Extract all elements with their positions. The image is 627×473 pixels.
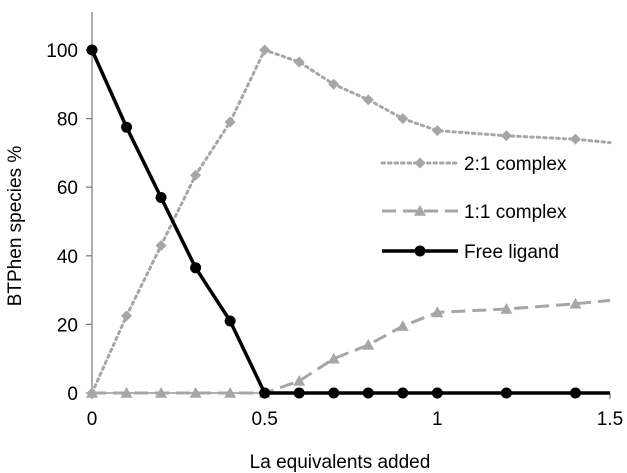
data-point	[121, 310, 133, 322]
data-point	[500, 302, 513, 314]
data-point	[397, 113, 409, 125]
series-2-1-complex	[86, 44, 612, 399]
data-point	[396, 320, 409, 331]
data-point	[500, 130, 512, 142]
data-point	[293, 387, 305, 399]
data-point	[189, 387, 202, 398]
data-point	[569, 133, 581, 145]
x-tick-label: 0.5	[251, 409, 277, 430]
y-tick-label: 40	[57, 247, 78, 268]
data-point	[259, 387, 271, 399]
data-point	[362, 338, 375, 350]
x-tick-label: 0	[87, 409, 98, 430]
legend-label: 1:1 complex	[464, 202, 567, 223]
data-point	[569, 297, 582, 309]
series-1-1-complex	[86, 297, 611, 398]
data-point	[431, 306, 444, 318]
y-tick-label: 80	[57, 110, 78, 131]
y-axis-title: BTPhen species %	[5, 146, 26, 307]
x-tick-label: 1	[432, 409, 443, 430]
series-layer	[86, 44, 612, 399]
data-point	[190, 262, 202, 274]
data-point	[327, 352, 340, 364]
data-point	[155, 387, 168, 398]
legend-label: Free ligand	[464, 242, 559, 263]
y-tick-label: 100	[46, 41, 78, 62]
axes: 0 20 40 60 80 100 0 0.5 1 1.5	[46, 12, 623, 430]
legend-swatch-marker	[414, 157, 426, 169]
legend-swatch-marker	[414, 245, 426, 257]
series-free-ligand	[86, 44, 610, 399]
data-point	[259, 44, 271, 56]
series-line	[90, 48, 612, 395]
data-point	[224, 116, 236, 128]
data-point	[500, 387, 512, 399]
y-tick-label: 60	[57, 178, 78, 199]
data-point	[155, 240, 167, 252]
legend-item: 1:1 complex	[382, 202, 567, 223]
data-point	[569, 387, 581, 399]
data-point	[86, 387, 98, 398]
data-point	[224, 387, 237, 398]
data-point	[121, 121, 133, 133]
series-line	[90, 49, 610, 395]
legend-label: 2:1 complex	[464, 154, 567, 175]
data-point	[328, 387, 340, 399]
legend-item: Free ligand	[382, 242, 559, 263]
data-point	[397, 387, 409, 399]
data-point	[328, 78, 340, 90]
data-point	[155, 191, 167, 203]
data-point	[431, 387, 443, 399]
data-point	[86, 44, 98, 56]
series-line	[92, 298, 611, 395]
data-point	[293, 56, 305, 68]
x-tick-label: 1.5	[597, 409, 623, 430]
data-point	[362, 387, 374, 399]
legend: 2:1 complex 1:1 complex Free ligand	[380, 154, 567, 263]
data-point	[190, 169, 202, 181]
x-axis-title: La equivalents added	[250, 452, 431, 473]
data-point	[431, 125, 443, 137]
legend-swatch-marker	[414, 205, 426, 216]
data-point	[293, 374, 306, 386]
legend-item: 2:1 complex	[380, 154, 567, 175]
data-point	[120, 387, 133, 398]
y-tick-label: 20	[57, 315, 78, 336]
data-point	[362, 94, 374, 106]
data-point	[224, 315, 236, 327]
y-tick-label: 0	[67, 384, 78, 405]
